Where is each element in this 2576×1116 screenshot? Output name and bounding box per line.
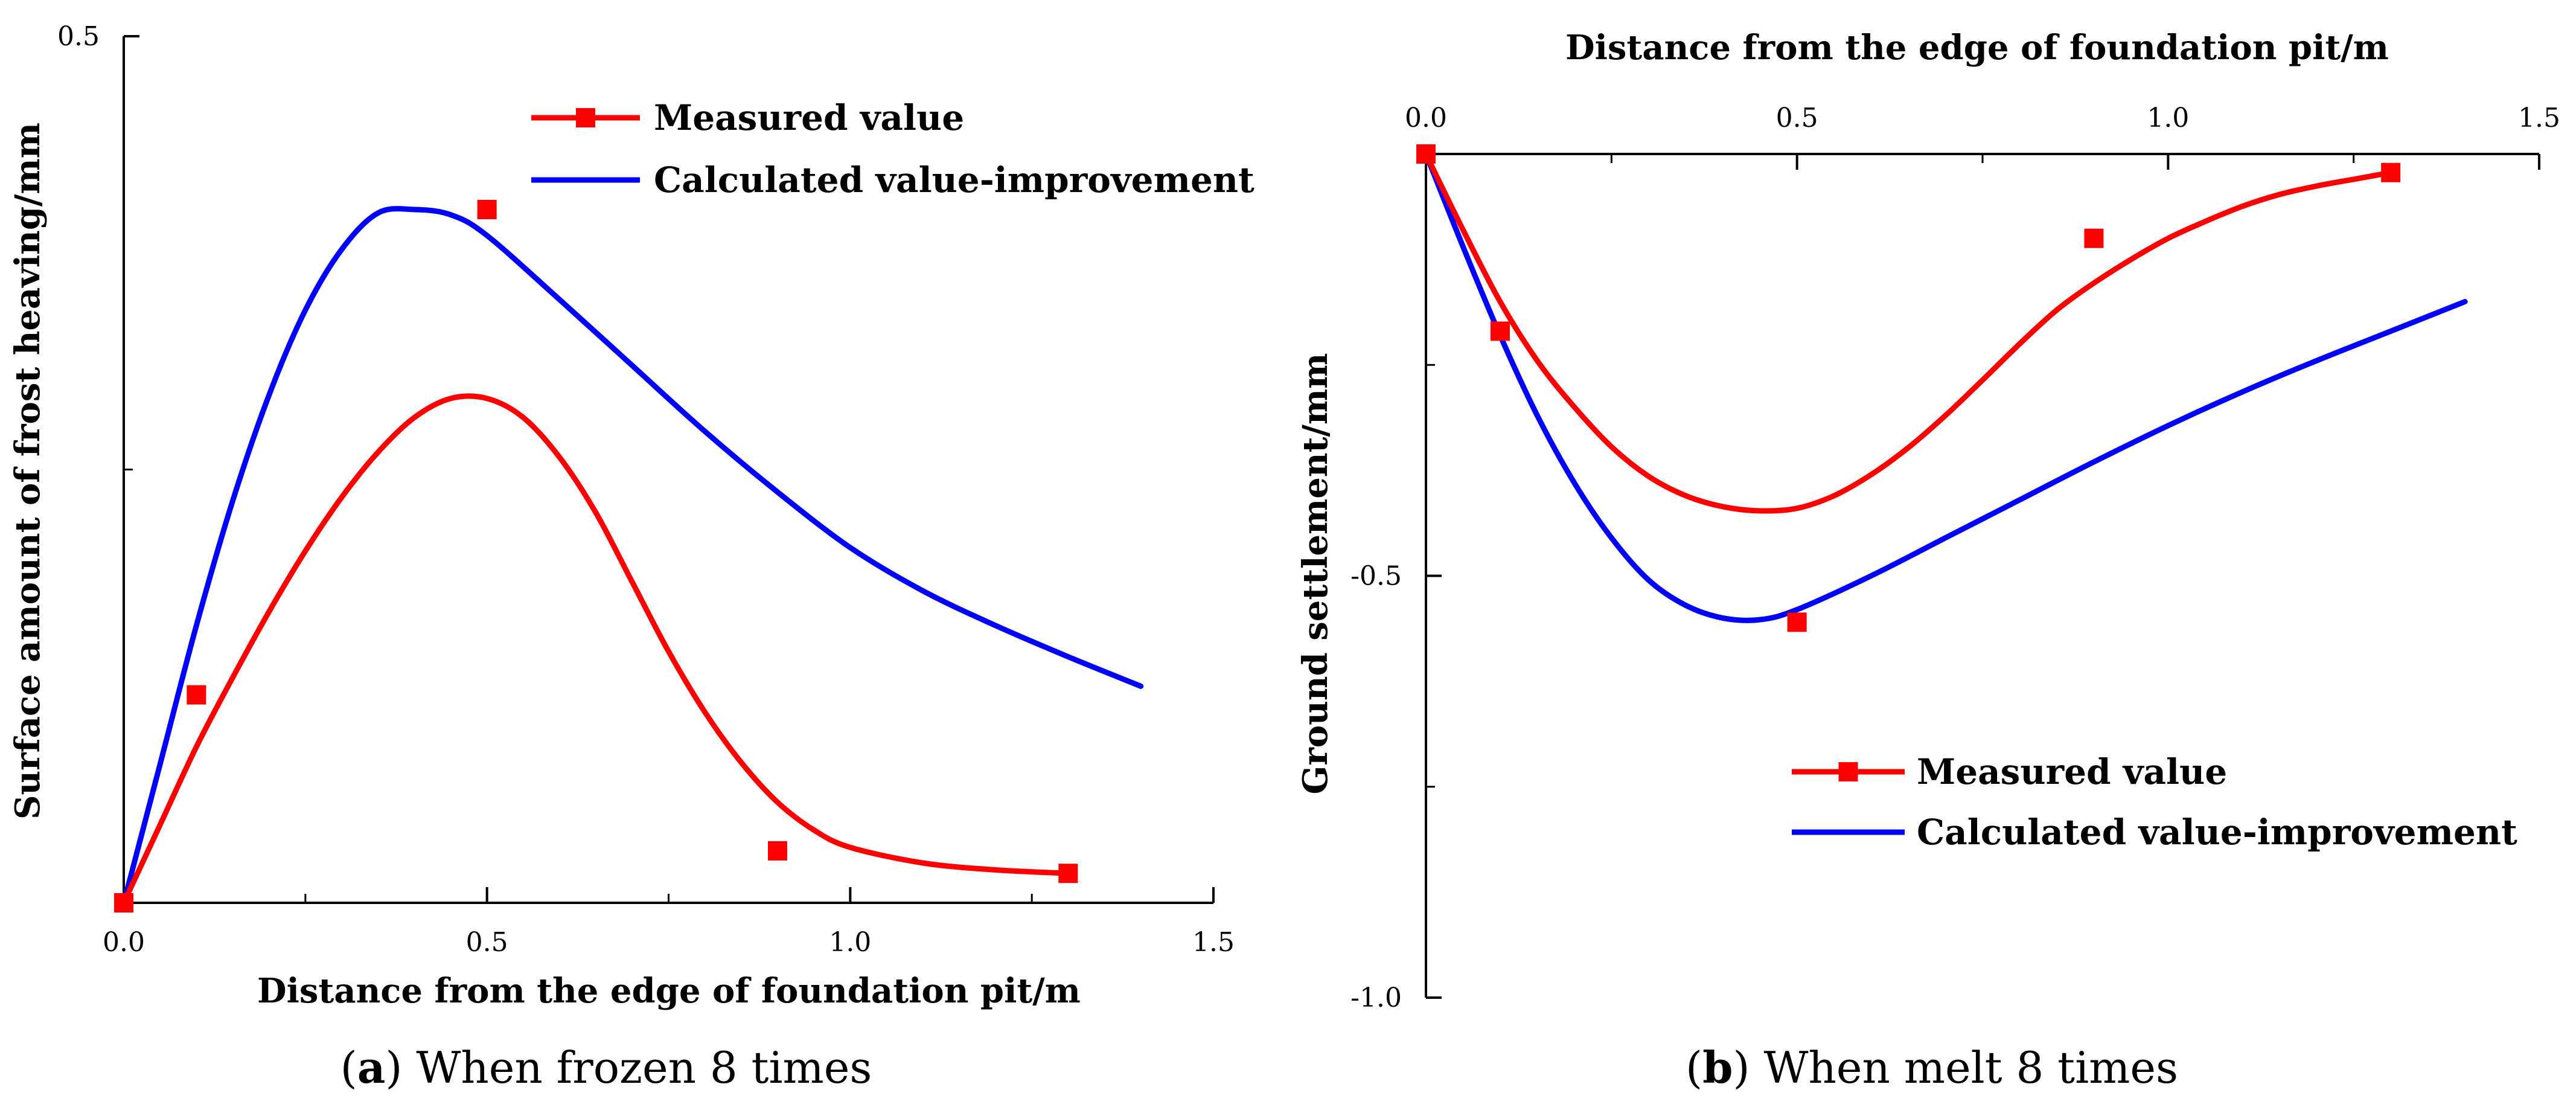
- series-calculated-value-improvement-line: [1423, 151, 2468, 623]
- legend-swatch-marker: [576, 108, 595, 127]
- series-measured-value-marker: [187, 685, 206, 705]
- chart-b: 0.0 0.5 1.0 1.5 -0.5 -1.0 Distance from the ed…: [1296, 28, 2560, 1013]
- y-tick-label: -0.5: [1350, 561, 1402, 592]
- legend-label: Measured value: [654, 97, 964, 138]
- x-tick-label: 0.5: [1776, 103, 1818, 133]
- chart-a: 0.0 0.5 1.0 1.5 0.5 Distance from the edge of…: [8, 21, 1254, 1011]
- x-axis-title: Distance from the edge of foundation pit…: [1565, 28, 2389, 68]
- legend-label: Calculated value-improvement: [1917, 812, 2517, 853]
- x-tick-label: 0.0: [103, 927, 145, 958]
- series-measured-value-marker: [1058, 864, 1078, 884]
- y-tick-label: 0.5: [57, 21, 100, 52]
- y-axis-title: Ground settlement/mm: [1296, 353, 1335, 795]
- x-tick-label: 0.5: [466, 927, 508, 958]
- series-measured-value-line: [1423, 151, 2394, 514]
- x-axis-title: Distance from the edge of foundation pit…: [257, 971, 1081, 1011]
- caption-b-text: When melt 8 times: [1750, 1042, 2178, 1093]
- x-tick-label: 0.0: [1405, 103, 1447, 133]
- series-measured-value-marker: [1416, 144, 1436, 164]
- x-tick-label: 1.5: [2518, 103, 2560, 133]
- series-measured-value-marker: [1490, 321, 1510, 341]
- series-measured-value-marker: [1787, 612, 1807, 632]
- caption-a: (a) When frozen 8 times: [340, 1042, 872, 1093]
- series-measured-value-marker: [2084, 228, 2104, 248]
- x-tick-label: 1.0: [829, 927, 871, 958]
- series-measured-value-line: [121, 393, 1071, 906]
- caption-b-letter: b: [1702, 1042, 1733, 1093]
- series-measured-value-marker: [2381, 162, 2401, 182]
- caption-b: (b) When melt 8 times: [1686, 1042, 2178, 1093]
- x-tick-label: 1.5: [1192, 927, 1235, 958]
- y-tick-label: -1.0: [1350, 983, 1402, 1013]
- legend-swatch-marker: [1838, 762, 1858, 781]
- caption-a-text: When frozen 8 times: [403, 1042, 872, 1093]
- caption-a-letter: a: [357, 1042, 386, 1093]
- y-axis-title: Surface amount of frost heaving/mm: [8, 123, 48, 819]
- x-tick-label: 1.0: [2147, 103, 2189, 133]
- series-measured-value-marker: [114, 893, 133, 912]
- legend: Measured value Calculated value-improveme…: [531, 97, 1254, 200]
- legend: Measured value Calculated value-improveme…: [1792, 751, 2517, 853]
- series-measured-value-marker: [768, 841, 787, 861]
- series-measured-value-marker: [477, 200, 497, 219]
- series-calculated-value-improvement-line: [121, 206, 1144, 906]
- legend-label: Measured value: [1917, 751, 2227, 792]
- legend-label: Calculated value-improvement: [654, 159, 1254, 200]
